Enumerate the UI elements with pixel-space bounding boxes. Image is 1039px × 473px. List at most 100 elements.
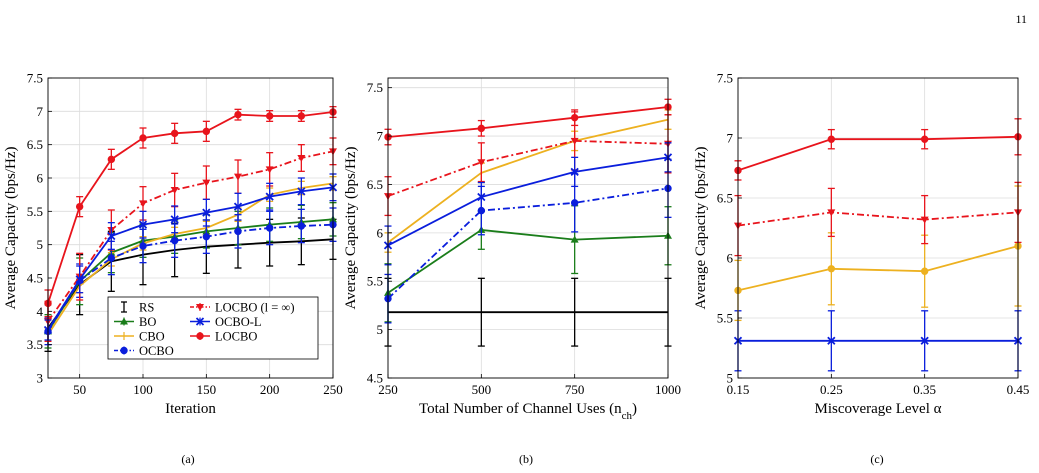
data-point <box>570 137 579 145</box>
legend-label: OCBO <box>139 344 174 358</box>
legend-label: OCBO-L <box>215 315 262 329</box>
legend-item-rs: RS <box>121 301 154 315</box>
data-point <box>477 124 486 133</box>
legend-label: BO <box>139 315 156 329</box>
data-point <box>265 166 274 174</box>
data-point <box>170 187 179 194</box>
x-axis-label-subscript: ch <box>622 410 633 422</box>
x-axis-label: Iteration <box>165 401 216 417</box>
y-axis-label: Average Capacity (bps/Hz) <box>3 147 19 310</box>
data-point <box>827 336 836 345</box>
x-tick-label: 200 <box>260 382 280 397</box>
data-point <box>570 113 579 122</box>
y-axis-label: Average Capacity (bps/Hz) <box>693 147 709 310</box>
data-point <box>170 129 179 138</box>
x-axis-label: Miscoverage Level α <box>815 401 942 417</box>
y-tick-label: 5 <box>37 237 44 252</box>
series-line <box>387 140 669 197</box>
y-tick-label: 4 <box>37 304 44 319</box>
legend-marker <box>195 317 205 326</box>
series-line <box>47 150 334 322</box>
data-point <box>265 224 274 232</box>
x-tick-label: 1000 <box>655 382 681 397</box>
y-tick-label: 7 <box>37 104 44 119</box>
y-tick-label: 7.5 <box>27 71 43 86</box>
series-locbo <box>44 106 337 318</box>
y-tick-label: 5.5 <box>717 311 733 326</box>
panel-label: (a) <box>181 452 194 466</box>
data-point <box>75 202 84 211</box>
data-point <box>920 216 929 224</box>
data-point <box>202 179 211 187</box>
legend-item-locbo_inf: LOCBO (l = ∞) <box>190 301 295 315</box>
series-group <box>733 118 1023 372</box>
series-line <box>737 211 1019 227</box>
data-point <box>139 200 147 208</box>
y-tick-label: 6.5 <box>367 177 383 192</box>
data-point <box>170 215 179 224</box>
legend-item-locbo: LOCBO <box>190 330 257 344</box>
y-tick-label: 6 <box>37 171 44 186</box>
data-point <box>920 336 929 345</box>
series-line <box>737 135 1019 172</box>
legend-item-ocbo-l: OCBO-L <box>190 315 262 329</box>
x-tick-label: 0.25 <box>820 382 843 397</box>
data-point <box>107 254 116 262</box>
legend-item-ocbo: OCBO <box>114 344 174 358</box>
plot-frame <box>737 77 1019 379</box>
data-point <box>265 192 274 201</box>
y-tick-label: 5 <box>377 322 384 337</box>
x-tick-label: 0.35 <box>913 382 936 397</box>
data-point <box>202 208 211 217</box>
data-point <box>139 242 147 250</box>
plot-background <box>738 78 1018 378</box>
plot-frame <box>387 77 669 379</box>
panel-label: (c) <box>870 452 883 466</box>
data-point <box>234 227 242 236</box>
x-tick-label: 750 <box>565 382 585 397</box>
legend-label: LOCBO (l = ∞) <box>215 301 295 315</box>
legend-label: RS <box>139 301 154 315</box>
y-tick-label: 4.5 <box>27 271 43 286</box>
data-point <box>827 209 836 217</box>
data-point <box>75 275 84 284</box>
x-tick-label: 100 <box>133 382 153 397</box>
panel-label: (b) <box>519 452 533 466</box>
y-axis-label: Average Capacity (bps/Hz) <box>343 147 359 310</box>
chart-panel-b: 4.5 5 5.5 6 6.5 7 7.5 250 500 750 1000 Total Number… <box>343 77 681 466</box>
data-point <box>202 232 211 241</box>
x-axis-label-end: ) <box>632 401 637 417</box>
tick-labels: 5 5.5 6 6.5 7 7.5 0.15 0.25 0.35 0.45 <box>717 71 1030 398</box>
legend-label: CBO <box>139 330 165 344</box>
data-point <box>570 235 579 243</box>
legend-label: LOCBO <box>215 330 257 344</box>
x-tick-label: 500 <box>472 382 492 397</box>
series-line <box>387 187 669 300</box>
series-line <box>737 245 1019 292</box>
data-point <box>139 134 147 142</box>
data-point <box>233 202 243 211</box>
data-point <box>107 155 116 164</box>
x-tick-label: 150 <box>197 382 217 397</box>
y-tick-label: 3 <box>37 371 44 386</box>
data-point <box>827 265 836 273</box>
x-tick-label: 0.45 <box>1007 382 1030 397</box>
y-tick-label: 7 <box>377 129 384 144</box>
y-tick-label: 7.5 <box>367 80 383 95</box>
y-tick-label: 5.5 <box>367 274 383 289</box>
data-point <box>265 112 274 120</box>
data-point <box>234 110 242 119</box>
y-tick-label: 7.5 <box>717 71 733 86</box>
y-tick-label: 7 <box>727 131 734 146</box>
y-tick-label: 5 <box>727 371 734 386</box>
data-point <box>297 155 306 162</box>
y-tick-label: 6.5 <box>717 191 733 206</box>
x-tick-label: 250 <box>323 382 343 397</box>
chart-panel-c: 5 5.5 6 6.5 7 7.5 0.15 0.25 0.35 0.45 Miscoverage … <box>693 71 1029 467</box>
x-tick-label: 0.15 <box>727 382 750 397</box>
data-point <box>297 187 306 196</box>
data-point <box>297 112 306 120</box>
page-number: 11 <box>1015 12 1027 26</box>
